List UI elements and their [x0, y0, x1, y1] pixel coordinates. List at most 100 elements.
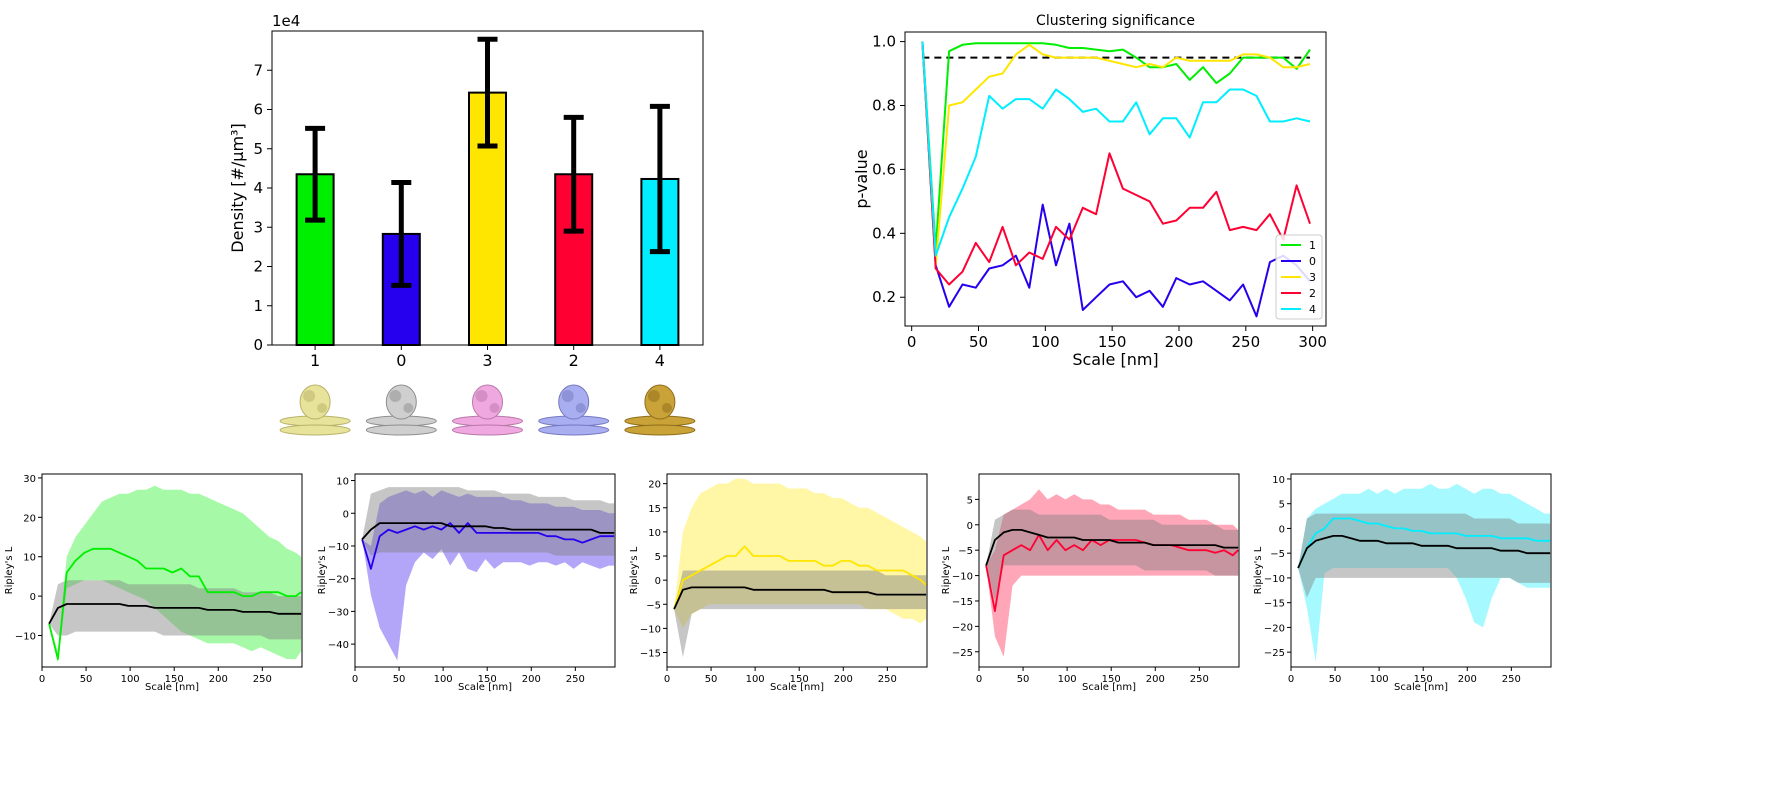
y-tick-label: 0 — [655, 576, 661, 587]
y-axis-label: Ripley's L — [629, 546, 640, 594]
y-tick-label: 1 — [253, 297, 263, 315]
lavender-complex-icon — [538, 384, 610, 436]
y-tick-label: −10 — [640, 624, 661, 635]
y-tick-label: 20 — [23, 513, 36, 524]
y-tick-label: −20 — [952, 622, 973, 633]
x-tick-label: 100 — [434, 674, 453, 685]
y-tick-label: −20 — [328, 575, 349, 586]
y-tick-label: 5 — [967, 495, 973, 506]
x-tick-label: 150 — [478, 674, 497, 685]
y-tick-label: 10 — [23, 553, 36, 564]
plot-frame — [1290, 473, 1552, 668]
ripley-chart-3: 0 50 100 150 200 250 −15 −10 −5 0 5 10 15 20 Scale [nm… — [629, 473, 928, 693]
y-tick-label: 30 — [23, 474, 36, 485]
x-tick-label: 50 — [705, 674, 718, 685]
y-tick-label: −30 — [328, 607, 349, 618]
plot-frame — [666, 473, 928, 668]
series-line-baseline — [1297, 535, 1551, 569]
x-tick-label: 200 — [1458, 674, 1477, 685]
x-tick-label: 0 — [664, 674, 670, 685]
y-tick-label: 7 — [253, 61, 263, 79]
y-axis-label: Ripley's L — [941, 546, 952, 594]
confidence-band-0 — [362, 490, 615, 661]
y-tick-label: 6 — [253, 101, 263, 119]
y-tick-label: 10 — [336, 477, 349, 488]
legend-label-2: 2 — [1309, 287, 1316, 300]
x-tick-label: 150 — [165, 674, 184, 685]
structure-icons — [279, 384, 696, 436]
x-axis-label: Scale [nm] — [1082, 682, 1136, 693]
x-axis-label: Scale [nm] — [1072, 350, 1158, 369]
y-tick-label: 5 — [655, 552, 661, 563]
legend-label-4: 4 — [1309, 303, 1316, 316]
y-tick-label: −25 — [952, 648, 973, 659]
x-tick-label: 200 — [834, 674, 853, 685]
y-axis-label: Density [#/μm³] — [228, 123, 247, 252]
x-tick-label: 2 — [569, 351, 579, 370]
y-tick-label: 0 — [343, 509, 349, 520]
y-tick-label: 10 — [1272, 475, 1285, 486]
legend: 1 0 3 2 4 — [1275, 234, 1323, 320]
series-line-1 — [921, 41, 1311, 251]
y-tick-label: 1.0 — [872, 33, 896, 51]
x-tick-label: 100 — [746, 674, 765, 685]
legend-label-3: 3 — [1309, 271, 1316, 284]
x-tick-label: 50 — [1329, 674, 1342, 685]
series-line-baseline — [985, 529, 1239, 566]
y-tick-label: −25 — [1264, 648, 1285, 659]
series-line-4 — [1297, 517, 1551, 569]
legend-label-1: 1 — [1309, 239, 1316, 252]
chart-title: Clustering significance — [1036, 13, 1195, 29]
y-tick-label: 4 — [253, 179, 263, 197]
series-line-3 — [673, 545, 927, 610]
x-tick-label: 200 — [1165, 333, 1194, 351]
plot-frame — [41, 473, 303, 668]
y-tick-label: −5 — [1270, 549, 1285, 560]
y-tick-label: 5 — [1279, 500, 1285, 511]
plot-frame — [354, 473, 616, 668]
yellow-complex-icon — [279, 384, 351, 436]
series-line-1 — [48, 547, 302, 660]
y-axis-label: p-value — [852, 149, 871, 208]
y-tick-label: 0.6 — [872, 160, 896, 178]
density-bar-chart: 1 0 3 2 4 0 1 2 3 4 5 6 7 1e4 Density [#/μm³] — [228, 12, 704, 370]
x-tick-label: 100 — [1031, 333, 1060, 351]
series-line-4 — [921, 41, 1311, 257]
y-tick-label: 3 — [253, 218, 263, 236]
x-tick-label: 3 — [482, 351, 492, 370]
y-tick-label: −15 — [952, 597, 973, 608]
y-tick-label: 0 — [1279, 524, 1285, 535]
x-axis-label: Scale [nm] — [1394, 682, 1448, 693]
confidence-band-1 — [49, 485, 302, 664]
x-axis-label: Scale [nm] — [458, 682, 512, 693]
series-line-baseline — [48, 603, 302, 625]
y-axis-label: Ripley's L — [4, 546, 15, 594]
x-tick-label: 100 — [1058, 674, 1077, 685]
pink-complex-icon — [452, 384, 523, 436]
y-tick-label: −15 — [1264, 599, 1285, 610]
x-tick-label: 0 — [976, 674, 982, 685]
confidence-band-baseline — [1298, 513, 1551, 598]
x-tick-label: 0 — [352, 674, 358, 685]
ripley-chart-4: 0 50 100 150 200 250 −25 −20 −15 −10 −5 0 5 10 Scale [… — [1253, 473, 1552, 693]
x-tick-label: 50 — [80, 674, 93, 685]
ripley-chart-0: 0 50 100 150 200 250 −40 −30 −20 −10 0 10 Scale [nm]… — [317, 473, 616, 693]
confidence-band-2 — [986, 489, 1239, 657]
y-tick-label: −10 — [328, 542, 349, 553]
y-tick-label: 0 — [253, 336, 263, 354]
plot-frame — [904, 31, 1327, 327]
x-tick-label: 100 — [121, 674, 140, 685]
x-tick-label: 300 — [1298, 333, 1327, 351]
y-tick-label: 5 — [253, 140, 263, 158]
y-tick-label: −10 — [15, 631, 36, 642]
x-tick-label: 150 — [790, 674, 809, 685]
offset-text: 1e4 — [272, 12, 300, 30]
x-tick-label: 150 — [1098, 333, 1127, 351]
bar-0 — [381, 232, 421, 346]
legend-label-0: 0 — [1309, 255, 1316, 268]
y-tick-label: 0.4 — [872, 224, 896, 242]
y-tick-label: 0.8 — [872, 97, 896, 115]
grey-complex-icon — [365, 384, 437, 436]
